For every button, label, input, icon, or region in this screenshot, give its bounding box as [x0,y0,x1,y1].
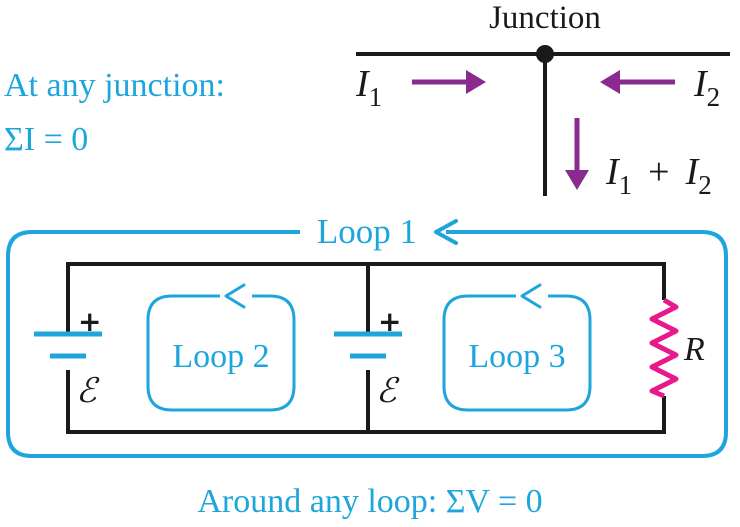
resistor-label: R [683,331,705,368]
loop-1-arrow-icon [434,219,458,245]
resistor: R [649,297,705,399]
battery-middle: + ℰ [334,305,402,410]
loop-3-label: Loop 3 [468,338,565,375]
current-arrows [412,70,675,190]
arrow-i2-head-icon [600,70,620,94]
arrow-i1-head-icon [466,70,486,94]
battery-left-emf: ℰ [76,373,100,410]
loop-3: Loop 3 [442,283,592,412]
battery-middle-plus: + [378,305,401,338]
loop-3-arrow-icon [520,283,542,309]
loop-3-outline [442,294,592,412]
resistor-zigzag-icon [649,297,679,399]
current-i2-label: I2 [693,63,720,112]
junction-wires [356,45,730,196]
loop-2-arrow-icon [224,283,246,309]
battery-left-plus: + [78,305,101,338]
junction-title: Junction [489,0,601,36]
junction-node [536,45,554,63]
junction-rule-line1: At any junction: [4,67,225,104]
arrow-sum-head-icon [565,170,589,190]
loop-1-outline [6,230,728,458]
battery-left: + ℰ [34,305,102,410]
loop-2-outline [146,294,296,412]
junction-rule-line2: ΣI = 0 [4,121,88,158]
loop-1-label: Loop 1 [317,212,417,251]
loop-2: Loop 2 [146,283,296,412]
current-sum-label: I1 + I2 [605,151,712,200]
loop-rule: Around any loop: ΣV = 0 [197,483,542,520]
battery-middle-emf: ℰ [376,373,400,410]
loop-2-label: Loop 2 [172,338,269,375]
current-i1-label: I1 [355,63,382,112]
